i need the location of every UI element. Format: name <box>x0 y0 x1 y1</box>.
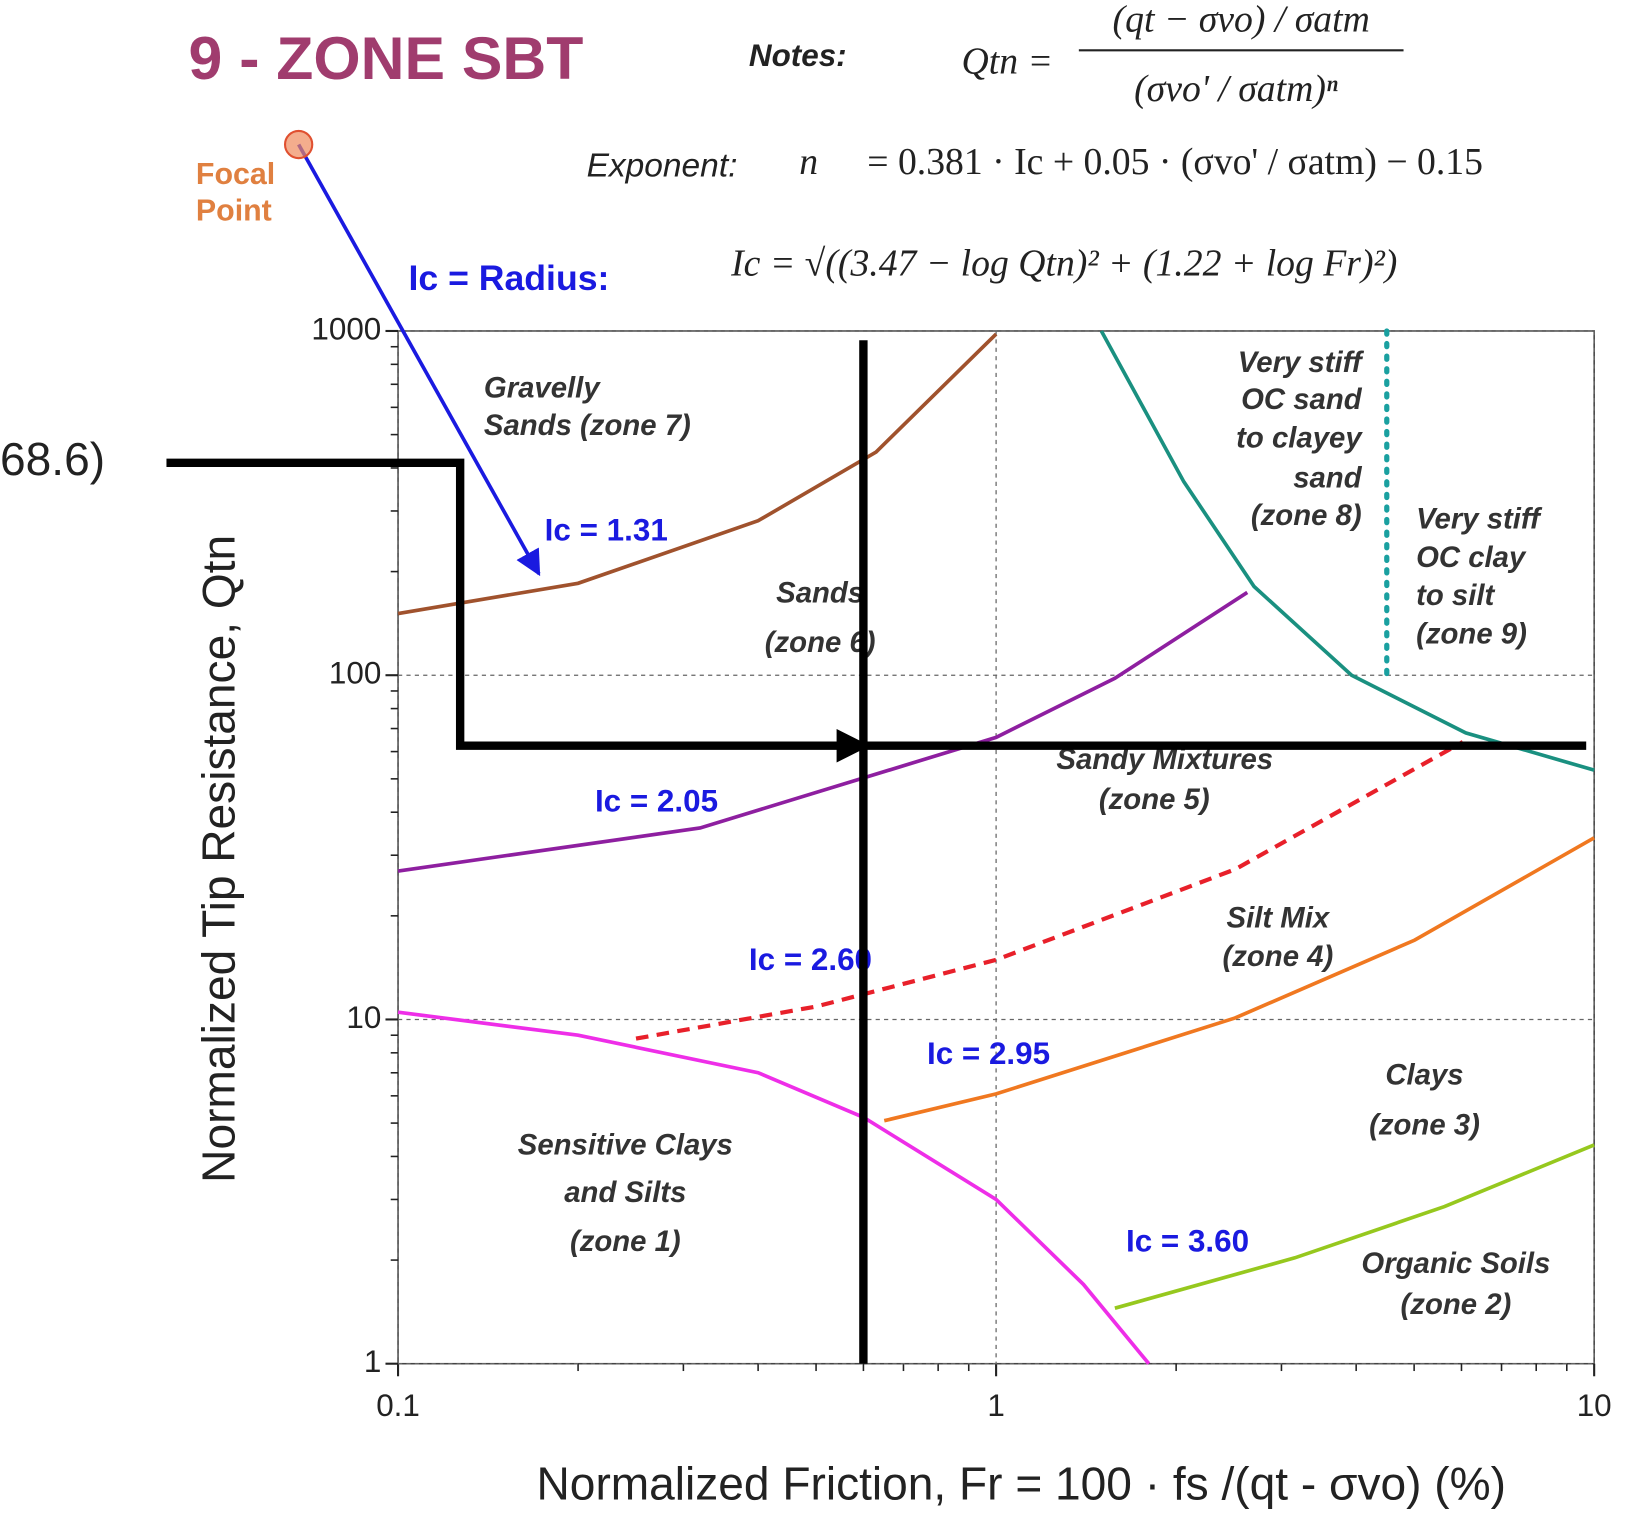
exponent-rhs: = 0.381 · Ic + 0.05 · (σvo' / σatm) − 0.… <box>867 141 1483 183</box>
zone-label: (zone 3) <box>1369 1109 1480 1142</box>
curve <box>883 836 1596 1123</box>
curve-label: Ic = 3.60 <box>1126 1224 1249 1259</box>
formula-numerator: (qt − σvo) / σatm <box>1113 0 1370 41</box>
zone-label: Organic Soils <box>1361 1247 1550 1280</box>
focal-label: Point <box>196 195 272 228</box>
zone-label: Very stiff <box>1238 346 1365 379</box>
zone-label: (zone 1) <box>570 1225 681 1258</box>
zone-label: sand <box>1293 461 1363 494</box>
radius-label: Ic = Radius: <box>409 258 610 298</box>
zone-label: to silt <box>1416 579 1495 612</box>
zone-label: and Silts <box>564 1176 686 1209</box>
zone-label: Sands <box>776 577 864 610</box>
x-tick-label: 1 <box>987 1388 1004 1423</box>
zone-label: Sensitive Clays <box>518 1129 733 1162</box>
zone-label: (zone 6) <box>765 626 876 659</box>
formula-lhs: Qtn = <box>962 41 1053 83</box>
x-axis-title: Normalized Friction, Fr = 100 · fs /(qt … <box>537 1457 1506 1509</box>
zone-label: Very stiff <box>1416 502 1543 535</box>
y-tick-label: 1000 <box>311 311 381 346</box>
curve <box>397 590 1249 873</box>
y-tick-label: 10 <box>346 1000 381 1035</box>
curve <box>397 332 998 616</box>
curve-label: Ic = 2.05 <box>595 784 718 819</box>
curve <box>1099 330 1595 772</box>
curve <box>1114 1143 1595 1310</box>
curve <box>297 143 541 577</box>
zone-label: Clays <box>1385 1058 1463 1091</box>
exponent-label: Exponent: <box>587 147 738 184</box>
x-tick-label: 10 <box>1577 1388 1612 1423</box>
focal-label: Focal <box>196 158 275 191</box>
y-tick-label: 100 <box>329 656 381 691</box>
chart-title: 9 - ZONE SBT <box>189 24 584 92</box>
notes-label: Notes: <box>749 38 847 73</box>
zone-label: (zone 5) <box>1099 783 1210 816</box>
y-axis-title: Normalized Tip Resistance, Qtn <box>192 535 244 1183</box>
zone-label: OC clay <box>1416 541 1527 574</box>
zone-label: (zone 2) <box>1401 1288 1512 1321</box>
curve-label: Ic = 2.95 <box>927 1036 1050 1071</box>
y-tick-label: 1 <box>364 1344 381 1379</box>
zone-label: (zone 9) <box>1416 618 1527 651</box>
curve <box>166 458 871 763</box>
curve-label: Ic = 1.31 <box>545 512 668 547</box>
zone-label: (zone 8) <box>1251 499 1362 532</box>
zone-label: Sands (zone 7) <box>484 409 691 442</box>
formula-denominator: (σvo' / σatm)ⁿ <box>1134 68 1338 110</box>
exponent-lhs: n <box>799 141 818 183</box>
curve <box>635 740 1464 1041</box>
zone-label: OC sand <box>1241 383 1363 416</box>
curve-label: Ic = 2.60 <box>749 942 872 977</box>
zone-label: to clayey <box>1236 422 1363 455</box>
side-label: 68.6) <box>0 433 105 485</box>
focal-point <box>283 129 314 160</box>
radius-formula: Ic = √((3.47 − log Qtn)² + (1.22 + log F… <box>730 243 1397 285</box>
zone-label: Silt Mix <box>1227 901 1331 934</box>
zone-label: (zone 4) <box>1222 940 1333 973</box>
x-tick-label: 0.1 <box>376 1388 420 1423</box>
zone-label: Gravelly <box>484 371 601 404</box>
